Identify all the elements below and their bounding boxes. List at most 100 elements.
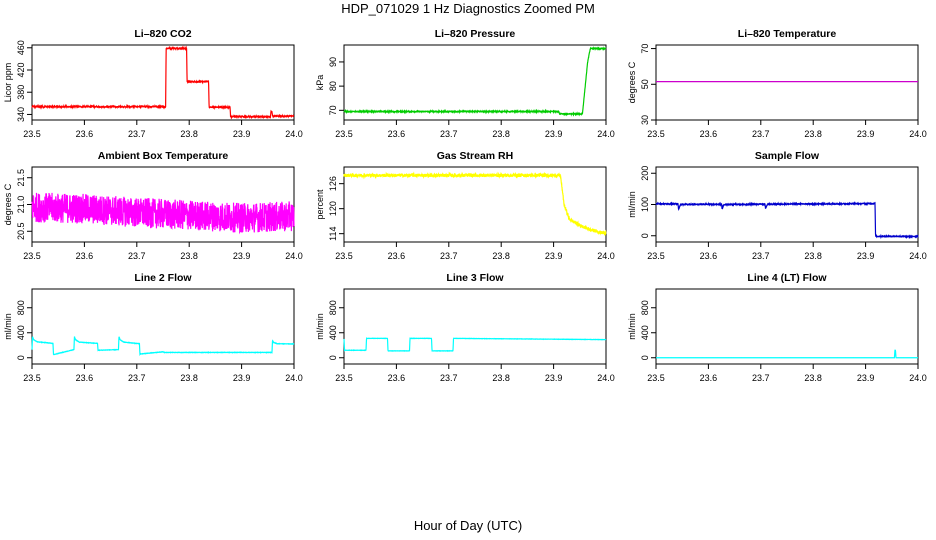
- series-line: [655, 201, 919, 240]
- x-tick-label: 23.7: [128, 129, 146, 139]
- chart-title: Line 2 Flow: [134, 272, 192, 284]
- x-tick-label: 23.8: [180, 373, 198, 383]
- x-tick-label: 23.5: [647, 251, 665, 261]
- x-tick-label: 23.9: [545, 251, 563, 261]
- x-tick-label: 23.8: [492, 129, 510, 139]
- y-tick-label: 800: [640, 300, 650, 315]
- x-tick-label: 23.8: [180, 251, 198, 261]
- y-tick-label: 120: [328, 201, 338, 216]
- x-tick-label: 23.5: [23, 373, 41, 383]
- plot-frame: [343, 288, 607, 365]
- x-tick-label: 23.7: [128, 251, 146, 261]
- y-axis-label: ml/min: [627, 191, 637, 218]
- x-tick-label: 23.9: [233, 129, 251, 139]
- x-tick-label: 23.9: [857, 251, 875, 261]
- x-tick-label: 23.8: [180, 129, 198, 139]
- y-axis-label: ml/min: [315, 313, 325, 340]
- chart-panel-2: Li–820 Pressure 23.5 23.6 23.7 23.8 23.9 24.0 7…: [315, 28, 615, 139]
- x-tick-label: 23.6: [388, 251, 406, 261]
- chart-panel-1: Li–820 CO2 23.5 23.6 23.7 23.8 23.9 24.0 340 380…: [3, 28, 303, 139]
- y-axis-label: ml/min: [627, 313, 637, 340]
- chart-panel-5: Gas Stream RH 23.5 23.6 23.7 23.8 23.9 24.0 114…: [315, 150, 615, 261]
- x-tick-label: 24.0: [909, 251, 927, 261]
- y-tick-label: 20.5: [16, 223, 26, 241]
- y-tick-label: 400: [16, 325, 26, 340]
- x-tick-label: 23.8: [492, 373, 510, 383]
- x-tick-label: 23.5: [23, 129, 41, 139]
- x-tick-label: 23.9: [233, 251, 251, 261]
- x-tick-label: 23.6: [700, 251, 718, 261]
- x-tick-label: 23.6: [700, 129, 718, 139]
- chart-title: Li–820 Pressure: [435, 28, 516, 40]
- y-axis-label: percent: [315, 189, 325, 220]
- y-tick-label: 400: [328, 325, 338, 340]
- x-tick-label: 23.7: [128, 373, 146, 383]
- plot-frame: [655, 44, 919, 121]
- x-tick-label: 23.6: [700, 373, 718, 383]
- y-tick-label: 21.5: [16, 169, 26, 187]
- x-tick-label: 23.9: [545, 373, 563, 383]
- x-tick-label: 23.6: [76, 251, 94, 261]
- series-line: [343, 45, 607, 117]
- x-tick-label: 23.5: [335, 373, 353, 383]
- x-tick-label: 23.5: [647, 373, 665, 383]
- x-tick-label: 23.7: [752, 129, 770, 139]
- y-tick-label: 0: [16, 355, 26, 360]
- series-line: [343, 171, 607, 236]
- y-tick-label: 0: [328, 355, 338, 360]
- chart-panel-6: Sample Flow 23.5 23.6 23.7 23.8 23.9 24.0 0 100 2…: [627, 150, 927, 261]
- chart-title: Li–820 Temperature: [738, 28, 837, 40]
- plot-frame: [31, 288, 295, 365]
- series-line: [31, 336, 295, 357]
- plot-frame: [343, 166, 607, 243]
- x-tick-label: 24.0: [909, 129, 927, 139]
- x-tick-label: 23.8: [492, 251, 510, 261]
- x-tick-label: 23.6: [76, 373, 94, 383]
- y-tick-label: 126: [328, 176, 338, 191]
- x-tick-label: 23.6: [388, 373, 406, 383]
- y-tick-label: 0: [640, 233, 650, 238]
- x-tick-label: 23.7: [440, 129, 458, 139]
- series-line: [31, 192, 295, 235]
- y-tick-label: 200: [640, 166, 650, 181]
- y-tick-label: 400: [640, 325, 650, 340]
- x-tick-label: 24.0: [597, 251, 615, 261]
- series-line: [655, 349, 919, 359]
- x-tick-label: 23.5: [335, 129, 353, 139]
- chart-title: Gas Stream RH: [437, 150, 513, 162]
- y-tick-label: 30: [640, 115, 650, 125]
- y-tick-label: 114: [328, 226, 338, 240]
- x-tick-label: 23.9: [857, 129, 875, 139]
- x-tick-label: 23.9: [233, 373, 251, 383]
- y-tick-label: 800: [328, 300, 338, 315]
- x-tick-label: 24.0: [597, 373, 615, 383]
- y-axis-label: kPa: [315, 75, 325, 91]
- y-tick-label: 80: [328, 81, 338, 91]
- x-tick-label: 24.0: [597, 129, 615, 139]
- x-tick-label: 23.9: [857, 373, 875, 383]
- x-tick-label: 24.0: [285, 251, 303, 261]
- y-tick-label: 380: [16, 85, 26, 100]
- chart-panel-3: Li–820 Temperature 23.5 23.6 23.7 23.8 23.9 24…: [627, 28, 927, 139]
- x-tick-label: 23.6: [388, 129, 406, 139]
- y-tick-label: 100: [640, 197, 650, 212]
- chart-title: Ambient Box Temperature: [98, 150, 229, 162]
- plot-frame: [655, 288, 919, 365]
- x-tick-label: 24.0: [285, 373, 303, 383]
- chart-title: Li–820 CO2: [134, 28, 191, 40]
- chart-panel-9: Line 4 (LT) Flow 23.5 23.6 23.7 23.8 23.9 24.0…: [627, 272, 927, 383]
- series-line: [31, 45, 295, 120]
- plot-frame: [31, 44, 295, 121]
- chart-panel-8: Line 3 Flow 23.5 23.6 23.7 23.8 23.9 24.0 0 400 8…: [315, 272, 615, 383]
- y-tick-label: 340: [16, 107, 26, 122]
- chart-title: Line 4 (LT) Flow: [747, 272, 827, 284]
- y-axis-label: Licor ppm: [3, 63, 13, 103]
- x-tick-label: 23.8: [804, 251, 822, 261]
- y-tick-label: 460: [16, 40, 26, 55]
- y-tick-label: 90: [328, 57, 338, 67]
- x-tick-label: 23.9: [545, 129, 563, 139]
- x-tick-label: 24.0: [909, 373, 927, 383]
- x-tick-label: 24.0: [285, 129, 303, 139]
- x-tick-label: 23.5: [23, 251, 41, 261]
